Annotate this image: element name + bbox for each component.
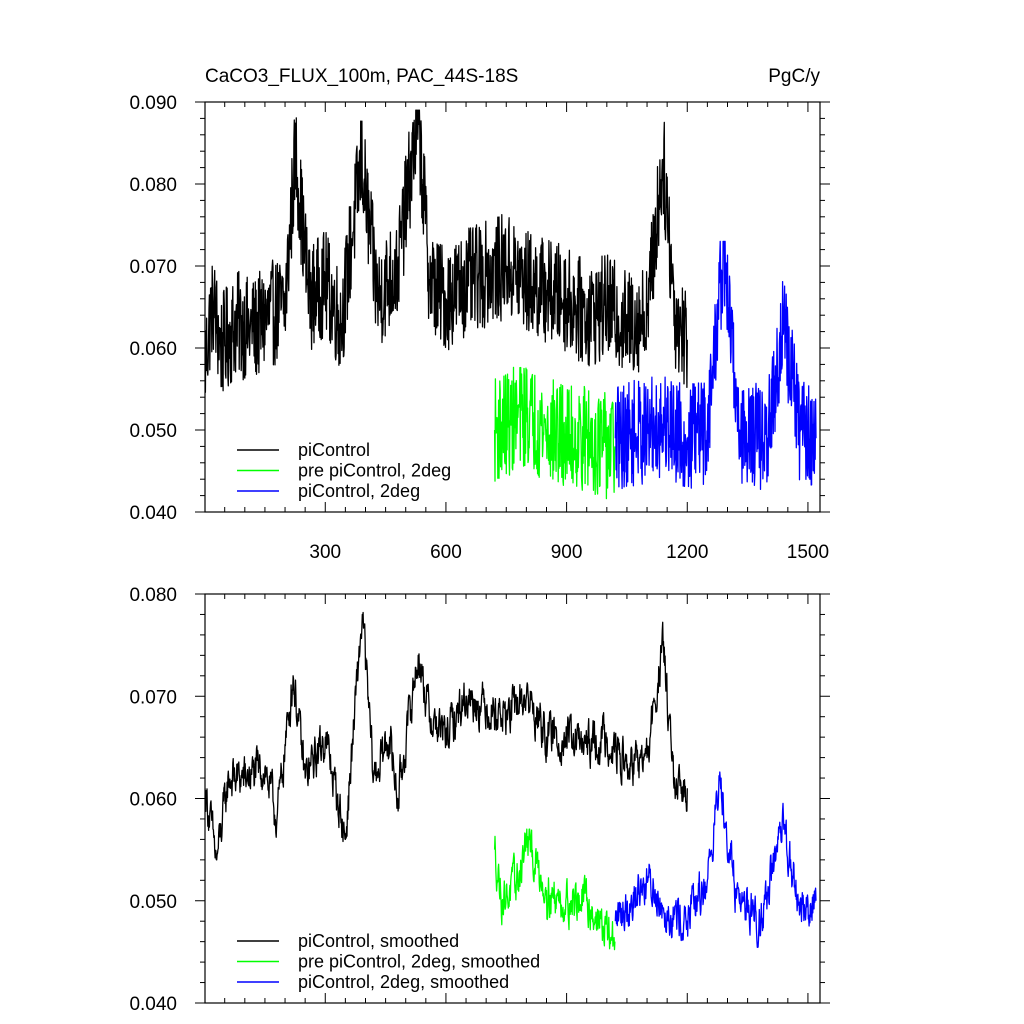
legend-label: piControl, smoothed bbox=[298, 931, 459, 951]
units-label: PgC/y bbox=[768, 66, 820, 87]
plot-frame bbox=[204, 101, 821, 513]
y-tick-label: 0.080 bbox=[129, 175, 177, 196]
y-tick-label: 0.050 bbox=[129, 421, 177, 442]
y-tick-label: 0.050 bbox=[129, 892, 177, 913]
y-tick-label: 0.070 bbox=[129, 687, 177, 708]
legend-label: pre piControl, 2deg bbox=[298, 461, 451, 481]
series-line-pre-picontrol-2deg-smoothed bbox=[493, 828, 616, 951]
y-tick-label: 0.060 bbox=[129, 339, 177, 360]
legend-label: piControl bbox=[298, 440, 370, 460]
chart-title: CaCO3_FLUX_100m, PAC_44S-18S bbox=[205, 66, 518, 87]
series-line-picontrol-smoothed bbox=[205, 611, 688, 861]
legend-label: piControl, 2deg bbox=[298, 481, 420, 501]
x-tick-label: 1500 bbox=[787, 542, 829, 563]
y-tick-label: 0.040 bbox=[129, 994, 177, 1015]
y-tick-label: 0.060 bbox=[129, 790, 177, 811]
x-tick-label: 600 bbox=[430, 542, 462, 563]
y-tick-label: 0.070 bbox=[129, 257, 177, 278]
y-tick-label: 0.040 bbox=[129, 503, 177, 524]
series-group bbox=[205, 611, 817, 951]
y-tick-label: 0.080 bbox=[129, 585, 177, 606]
series-line-pre-picontrol-2deg bbox=[493, 366, 616, 500]
bottom-panel: 0.040 0.050 0.060 0.070 0.080 piControl, smoo… bbox=[129, 585, 830, 1015]
y-tick-label: 0.090 bbox=[129, 93, 177, 114]
series-line-picontrol-2deg bbox=[614, 240, 817, 491]
legend-label: pre piControl, 2deg, smoothed bbox=[298, 952, 540, 972]
x-tick-label: 1200 bbox=[666, 542, 708, 563]
series-line-picontrol bbox=[205, 109, 688, 393]
series-group bbox=[205, 109, 817, 500]
x-tick-label: 900 bbox=[551, 542, 583, 563]
legend-label: piControl, 2deg, smoothed bbox=[298, 972, 509, 992]
x-tick-label: 300 bbox=[309, 542, 341, 563]
top-panel: CaCO3_FLUX_100m, PAC_44S-18S PgC/y 300 600 9… bbox=[129, 66, 830, 563]
series-line-picontrol-2deg-smoothed bbox=[614, 771, 817, 949]
